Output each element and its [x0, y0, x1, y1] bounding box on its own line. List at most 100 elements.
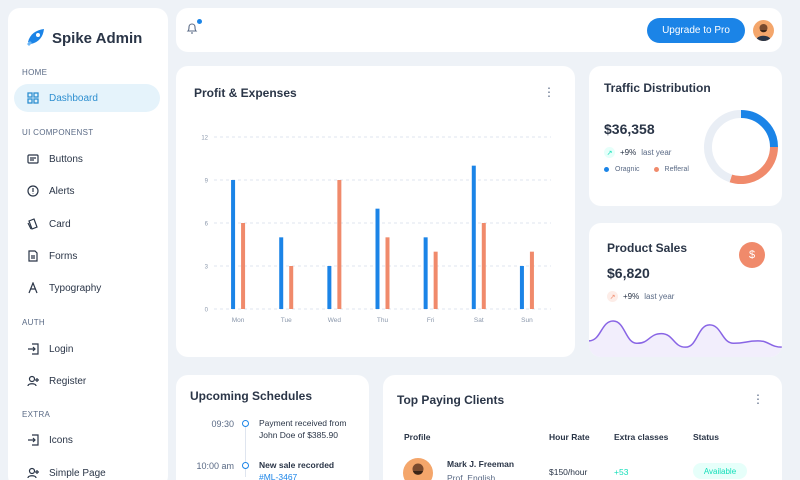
top-bar: Upgrade to Pro: [176, 8, 782, 52]
client-name: Mark J. Freeman: [447, 459, 515, 469]
icons-icon: [26, 434, 39, 447]
trend-value: +9%: [620, 148, 637, 157]
client-avatar: [403, 458, 433, 480]
sparkline-line: [589, 320, 782, 348]
sidebar-item-label: Buttons: [49, 153, 83, 165]
sidebar-item-simple-page[interactable]: Simple Page: [14, 459, 160, 480]
simple-page-icon: [26, 467, 39, 480]
sidebar-item-label: Card: [49, 218, 71, 230]
x-tick-label: Mon: [232, 317, 245, 324]
profit-expenses-card: Profit & Expenses ⋮ 0 3 6 9 12 Mon Tue Wed Thu Fr…: [176, 66, 575, 357]
schedule-time: 09:30: [211, 419, 234, 429]
bar-series-1: [231, 180, 236, 309]
product-sales-trend: ↗ +9% last year: [607, 291, 674, 302]
more-options-icon[interactable]: ⋮: [752, 392, 764, 406]
sidebar-item-typography[interactable]: Typography: [14, 274, 160, 302]
typography-icon: [26, 282, 39, 295]
x-tick-label: Sun: [521, 317, 533, 324]
status-badge: Available: [693, 463, 747, 479]
more-options-icon[interactable]: ⋮: [543, 85, 555, 99]
sidebar-item-label: Typography: [49, 282, 102, 294]
alert-icon: [26, 185, 39, 198]
traffic-distribution-card: Traffic Distribution $36,358 ↗ +9% last …: [589, 66, 782, 206]
card-title: Product Sales: [607, 241, 688, 255]
bar-series-2: [241, 223, 246, 309]
brand-name: Spike Admin: [52, 29, 143, 47]
schedule-time: 10:00 am: [196, 461, 234, 471]
sidebar-item-alerts[interactable]: Alerts: [14, 177, 160, 205]
client-role: Prof. English: [447, 473, 496, 480]
top-paying-clients-card: Top Paying Clients ⋮ Profile Hour Rate E…: [383, 375, 782, 480]
client-extra-classes: +53: [614, 467, 629, 477]
column-header-hour-rate: Hour Rate: [549, 432, 590, 442]
register-icon: [26, 375, 39, 388]
product-sales-card: Product Sales $ $6,820 ↗ +9% last year: [589, 223, 782, 357]
user-avatar[interactable]: [753, 20, 774, 41]
brand-logo[interactable]: Spike Admin: [24, 28, 142, 48]
upgrade-button[interactable]: Upgrade to Pro: [647, 18, 745, 43]
bar-series-2: [289, 266, 294, 309]
trend-up-icon: ↗: [604, 147, 615, 158]
sparkline-area: [589, 321, 782, 357]
profit-expenses-chart: 0 3 6 9 12 Mon Tue Wed Thu Fri Sat Sun: [201, 136, 551, 324]
timeline-dot: [242, 462, 249, 469]
bell-icon[interactable]: [186, 22, 198, 40]
card-title: Traffic Distribution: [604, 81, 711, 95]
x-tick-label: Sat: [474, 317, 484, 324]
bar-series-1: [279, 237, 284, 309]
trend-value: +9%: [623, 292, 640, 301]
sidebar: Spike Admin HOME Dashboard UI COMPONENST…: [8, 8, 168, 480]
x-tick-label: Fri: [427, 317, 435, 324]
legend-referral: Refferal: [653, 166, 689, 173]
x-tick-label: Tue: [281, 317, 292, 324]
nav-caption-extra: EXTRA: [22, 410, 51, 419]
y-tick-label: 9: [205, 179, 209, 185]
card-icon: [26, 218, 39, 231]
x-tick-label: Wed: [328, 317, 342, 324]
sidebar-item-label: Login: [49, 343, 74, 355]
y-tick-label: 12: [201, 136, 208, 142]
upcoming-schedules-card: Upcoming Schedules 09:30 Payment receive…: [176, 375, 369, 480]
bar-series-2: [433, 251, 438, 309]
product-sales-sparkline: [589, 320, 782, 357]
notification-dot: [197, 19, 202, 24]
nav-caption-auth: AUTH: [22, 318, 45, 327]
card-title: Profit & Expenses: [194, 86, 297, 100]
schedule-tag-link[interactable]: #ML-3467: [259, 472, 298, 480]
sidebar-item-login[interactable]: Login: [14, 335, 160, 363]
bar-series-1: [423, 237, 428, 309]
dollar-icon: $: [739, 242, 765, 268]
bar-series-1: [327, 266, 332, 309]
y-tick-label: 6: [205, 222, 209, 228]
sidebar-item-register[interactable]: Register: [14, 367, 160, 395]
product-sales-amount: $6,820: [607, 265, 650, 281]
sidebar-item-label: Dashboard: [49, 92, 98, 104]
sidebar-item-label: Forms: [49, 250, 78, 262]
login-icon: [26, 343, 39, 356]
nav-caption-ui-components: UI COMPONENST: [22, 128, 94, 137]
donut-slice-organic: [740, 110, 778, 148]
sidebar-item-icons[interactable]: Icons: [14, 426, 160, 454]
bar-series-2: [385, 237, 390, 309]
timeline-dot: [242, 420, 249, 427]
y-tick-label: 0: [205, 308, 209, 314]
traffic-donut-chart: [704, 110, 778, 184]
schedule-text: Payment received from John Doe of $385.9…: [259, 418, 347, 440]
client-hour-rate: $150/hour: [549, 467, 588, 477]
sidebar-item-forms[interactable]: Forms: [14, 242, 160, 270]
bar-series-1: [471, 165, 476, 309]
schedule-text: New sale recorded: [259, 460, 335, 470]
trend-up-icon: ↗: [607, 291, 618, 302]
bar-series-1: [375, 208, 380, 309]
sidebar-item-card[interactable]: Card: [14, 210, 160, 238]
column-header-extra-classes: Extra classes: [614, 432, 669, 442]
sidebar-item-buttons[interactable]: Buttons: [14, 145, 160, 173]
bar-series-2: [481, 223, 486, 309]
dashboard-icon: [26, 92, 39, 105]
donut-slice-rest: [704, 110, 742, 183]
trend-suffix: last year: [641, 148, 672, 157]
bar-series-2: [337, 180, 342, 309]
traffic-amount: $36,358: [604, 121, 655, 137]
trend-suffix: last year: [644, 292, 675, 301]
sidebar-item-dashboard[interactable]: Dashboard: [14, 84, 160, 112]
